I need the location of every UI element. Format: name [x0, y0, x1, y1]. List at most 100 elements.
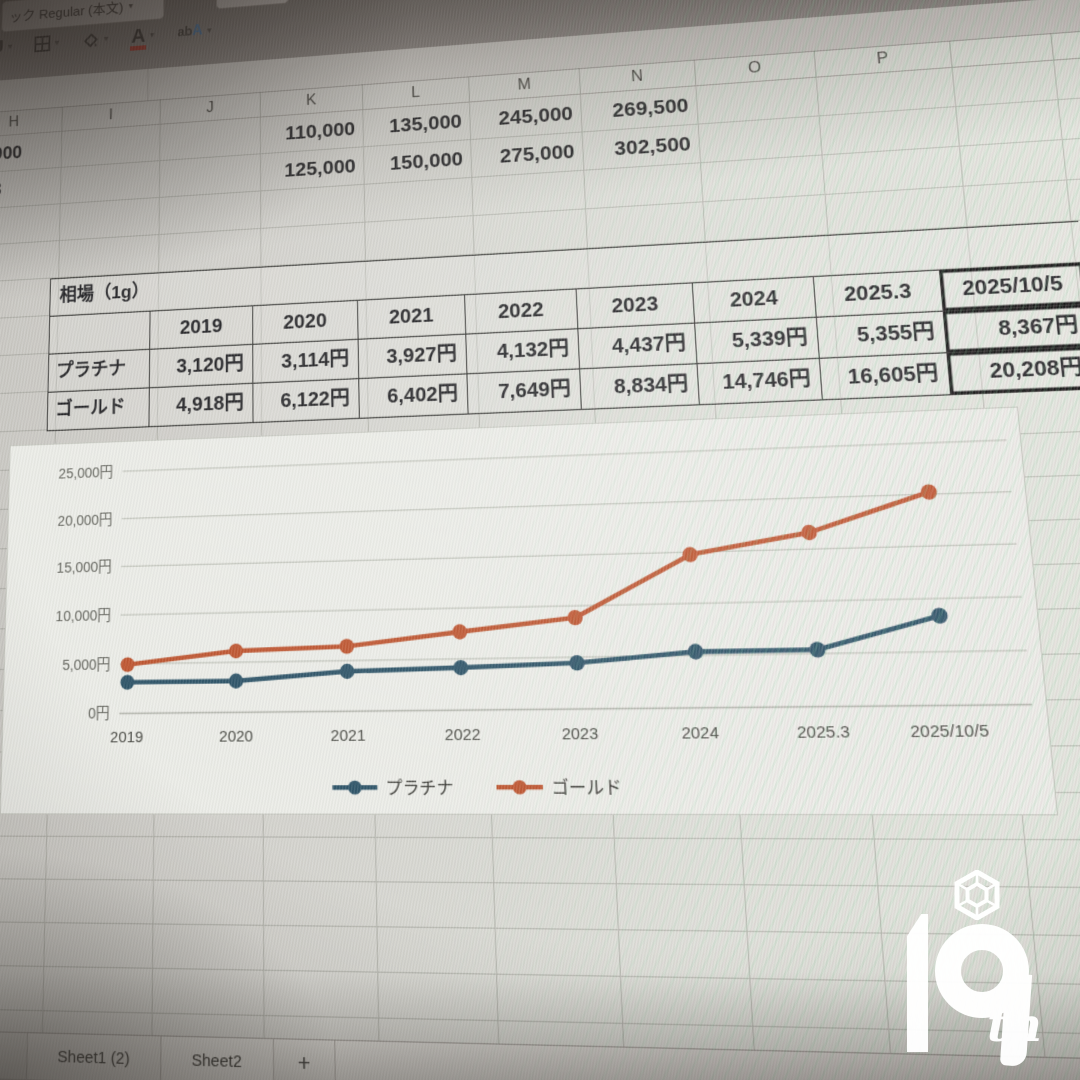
cell[interactable] — [614, 838, 745, 886]
cell[interactable] — [495, 928, 622, 977]
cell[interactable] — [494, 883, 619, 931]
cell[interactable] — [0, 836, 48, 880]
table-cell[interactable]: 8,834円 — [580, 364, 700, 411]
cell[interactable] — [153, 837, 264, 882]
data-point — [687, 643, 704, 660]
cell[interactable] — [364, 177, 474, 223]
add-sheet-button[interactable]: + — [273, 1039, 336, 1080]
table-row-label[interactable]: ゴールド — [47, 388, 150, 432]
cell[interactable] — [44, 923, 154, 969]
table-cell[interactable]: 3,114円 — [253, 339, 360, 384]
cell[interactable] — [0, 965, 45, 1012]
cell[interactable] — [750, 979, 890, 1030]
table-year-header[interactable]: 2025.3 — [813, 270, 944, 318]
cell[interactable] — [263, 881, 378, 928]
cell[interactable] — [45, 879, 154, 925]
cell[interactable] — [0, 240, 60, 284]
data-point — [452, 624, 468, 640]
borders-button[interactable]: ▾ — [34, 35, 60, 53]
table-cell[interactable]: 3,120円 — [149, 344, 254, 389]
table-corner-cell[interactable] — [49, 311, 151, 355]
table-cell[interactable]: 5,339円 — [695, 317, 820, 365]
cell[interactable] — [43, 966, 154, 1014]
cell[interactable] — [744, 885, 882, 934]
table-year-header[interactable]: 2019 — [150, 306, 254, 350]
table-cell[interactable]: 16,605円 — [819, 353, 952, 401]
underline-button[interactable]: U ▾ — [0, 36, 13, 58]
table-year-header[interactable]: 2022 — [465, 289, 579, 335]
font-size-select[interactable]: 12 ▾ — [216, 0, 289, 10]
cell[interactable] — [497, 974, 624, 1024]
cell[interactable] — [618, 930, 751, 980]
cell[interactable] — [375, 837, 495, 884]
table-cell[interactable]: 4,132円 — [466, 329, 581, 375]
cell[interactable] — [377, 927, 498, 975]
table-cell[interactable]: 6,122円 — [253, 379, 360, 424]
table-year-header[interactable]: 2020 — [253, 300, 359, 345]
table-year-header[interactable]: 2024 — [692, 277, 817, 324]
table-cell[interactable]: 4,437円 — [578, 323, 698, 370]
cell[interactable] — [261, 222, 366, 267]
cell[interactable] — [159, 191, 262, 235]
chart-object[interactable]: 0円 5,000円 10,000円 15,000円 20,000円 25,000円 2019… — [0, 406, 1059, 816]
data-point — [800, 524, 818, 541]
cell[interactable] — [0, 921, 46, 967]
cell[interactable] — [261, 184, 366, 229]
cell[interactable] — [963, 180, 1072, 228]
cell[interactable] — [1062, 132, 1080, 181]
fill-color-button[interactable]: ▾ — [82, 30, 109, 50]
cell[interactable] — [376, 882, 496, 929]
y-axis-tick-label: 10,000円 — [56, 607, 112, 624]
cell[interactable] — [59, 234, 160, 279]
table-cell[interactable]: 5,355円 — [816, 311, 948, 359]
cell[interactable] — [960, 140, 1068, 187]
table-cell[interactable]: 3,927円 — [358, 334, 468, 380]
table-year-header[interactable]: 2025/10/5 — [940, 263, 1080, 312]
table-cell[interactable]: 4,918円 — [149, 383, 254, 428]
cell[interactable] — [741, 839, 879, 887]
cell[interactable] — [59, 197, 160, 241]
sheet-tab-1[interactable]: 表示 (2) — [0, 1030, 29, 1080]
table-cell[interactable]: 7,649円 — [467, 369, 582, 415]
y-axis-tick-label: 25,000円 — [59, 464, 114, 482]
cell[interactable] — [159, 228, 262, 273]
cell[interactable] — [264, 970, 380, 1019]
table-row-label[interactable]: プラチナ — [48, 349, 151, 393]
sheet-tab-2[interactable]: Sheet1 (2) — [27, 1033, 162, 1080]
cell[interactable] — [616, 884, 748, 932]
table-year-header[interactable]: 2023 — [576, 283, 696, 330]
cell[interactable] — [1058, 92, 1080, 141]
table-cell[interactable]: 6,402円 — [359, 374, 469, 419]
chevron-down-icon: ▾ — [7, 41, 13, 52]
cell[interactable] — [621, 976, 754, 1027]
series-line-ゴールド — [128, 492, 943, 665]
data-point — [120, 657, 135, 673]
cell[interactable] — [473, 209, 588, 255]
cell[interactable] — [956, 100, 1063, 147]
cell[interactable] — [1054, 52, 1080, 101]
cell[interactable] — [365, 216, 475, 261]
cell[interactable] — [703, 194, 829, 242]
cell[interactable] — [952, 60, 1059, 108]
cell[interactable] — [378, 972, 499, 1022]
cell[interactable] — [46, 836, 155, 881]
cell[interactable] — [747, 931, 886, 982]
cell[interactable] — [586, 202, 706, 249]
cell[interactable] — [472, 170, 587, 217]
cell[interactable] — [492, 838, 617, 885]
cell[interactable] — [263, 837, 377, 883]
table-cell[interactable]: 8,367円 — [943, 304, 1080, 354]
table-year-header[interactable]: 2021 — [357, 295, 467, 340]
sheet-tab-3[interactable]: Sheet2 — [160, 1036, 274, 1080]
data-point — [228, 643, 244, 659]
cell[interactable] — [264, 925, 379, 973]
table-cell[interactable]: 20,208円 — [947, 346, 1080, 396]
table-cell[interactable]: 14,746円 — [697, 358, 823, 406]
font-color-button[interactable]: A ▾ — [131, 23, 155, 48]
cell[interactable] — [0, 878, 47, 924]
cell[interactable] — [153, 880, 265, 926]
phonetic-guide-button[interactable]: abA ▾ — [177, 22, 212, 40]
cell[interactable] — [153, 924, 265, 971]
chevron-down-icon: ▾ — [103, 33, 109, 44]
cell[interactable] — [152, 968, 265, 1017]
